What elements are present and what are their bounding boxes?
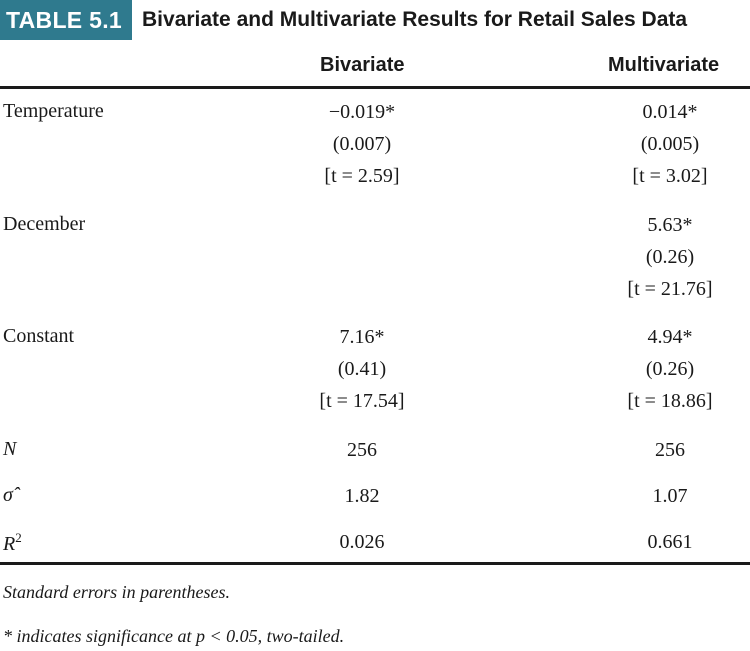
row-label-december: December <box>3 213 86 235</box>
note-standard-errors: Standard errors in parentheses. <box>3 582 230 602</box>
cell-sigma-bivariate: 1.82 <box>262 480 462 512</box>
standard-error: (0.41) <box>337 358 387 380</box>
table-header: TABLE 5.1 Bivariate and Multivariate Res… <box>0 0 687 40</box>
standard-error: (0.005) <box>640 133 700 155</box>
table-number-badge: TABLE 5.1 <box>0 0 133 40</box>
cell-sigma-multivariate: 1.07 <box>570 480 750 512</box>
cell-constant-multivariate: 4.94* (0.26) [t = 18.86] <box>570 321 750 417</box>
r-symbol: R <box>3 533 16 555</box>
note-significance: * indicates significance at p < 0.05, tw… <box>3 626 345 646</box>
row-label-constant: Constant <box>3 325 75 347</box>
cell-n-bivariate: 256 <box>262 434 462 466</box>
value: 0.661 <box>647 531 693 553</box>
standard-error: (0.26) <box>645 246 695 268</box>
table-title: Bivariate and Multivariate Results for R… <box>142 8 688 31</box>
row-label-r-squared: R2 <box>3 530 22 556</box>
standard-error: (0.007) <box>332 133 392 155</box>
t-statistic: [t = 2.59] <box>324 165 400 187</box>
coefficient: −0.019* <box>328 101 396 123</box>
t-statistic: [t = 18.86] <box>627 390 713 412</box>
value: 1.82 <box>344 485 380 507</box>
cell-december-multivariate: 5.63* (0.26) [t = 21.76] <box>570 209 750 305</box>
cell-n-multivariate: 256 <box>570 434 750 466</box>
column-header-multivariate: Multivariate <box>608 54 720 76</box>
table-bottom-rule <box>0 562 750 565</box>
table-top-rule <box>0 86 750 89</box>
coefficient: 0.014* <box>642 101 698 123</box>
t-statistic: [t = 3.02] <box>632 165 708 187</box>
column-header-bivariate: Bivariate <box>320 54 405 76</box>
coefficient: 4.94* <box>647 326 693 348</box>
coefficient: 5.63* <box>647 214 693 236</box>
value: 256 <box>655 439 685 461</box>
standard-error: (0.26) <box>645 358 695 380</box>
coefficient: 7.16* <box>339 326 385 348</box>
t-statistic: [t = 17.54] <box>319 390 405 412</box>
cell-r2-bivariate: 0.026 <box>262 526 462 558</box>
cell-r2-multivariate: 0.661 <box>570 526 750 558</box>
cell-constant-bivariate: 7.16* (0.41) [t = 17.54] <box>262 321 462 417</box>
value: 0.026 <box>339 531 385 553</box>
row-label-temperature: Temperature <box>3 100 104 122</box>
value: 1.07 <box>652 485 688 507</box>
row-label-sigma-hat: σ̂ <box>3 484 13 506</box>
cell-temperature-multivariate: 0.014* (0.005) [t = 3.02] <box>570 96 750 192</box>
superscript-2: 2 <box>15 530 22 545</box>
cell-temperature-bivariate: −0.019* (0.007) [t = 2.59] <box>262 96 462 192</box>
value: 256 <box>347 439 377 461</box>
row-label-n: N <box>3 438 17 460</box>
t-statistic: [t = 21.76] <box>627 278 713 300</box>
